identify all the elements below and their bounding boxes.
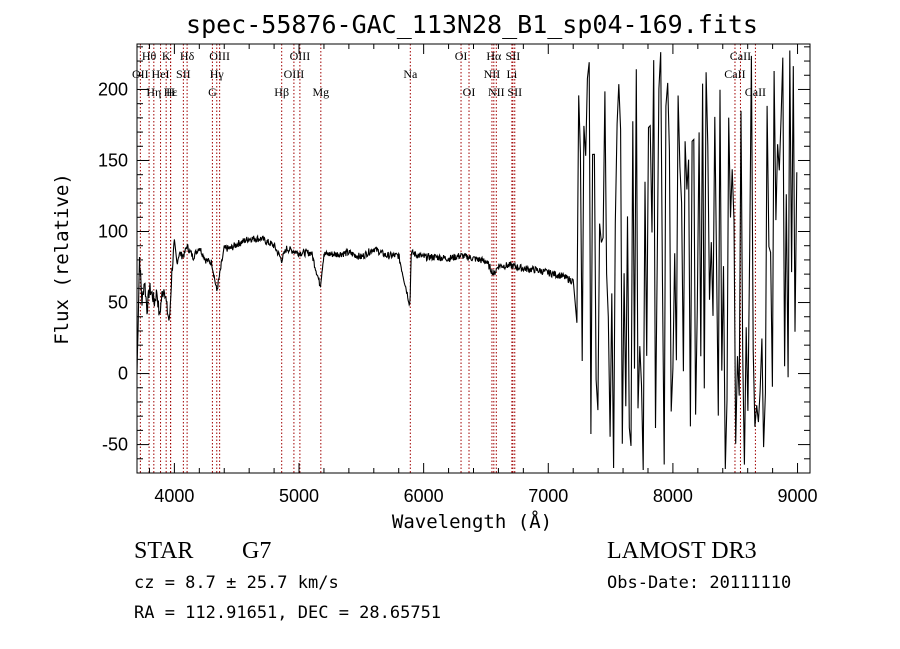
line-label-4: OIII: [290, 49, 311, 63]
line-label-20: H: [166, 85, 175, 99]
line-label-12: Hγ: [210, 67, 225, 81]
line-label-19: Hη: [146, 85, 161, 99]
x-tick-label: 8000: [653, 486, 693, 506]
line-label-22: Hβ: [274, 85, 289, 99]
line-label-17: CaII: [724, 67, 745, 81]
line-label-5: OI: [455, 49, 468, 63]
x-tick-label: 6000: [404, 486, 444, 506]
line-label-18: Hε: [164, 85, 178, 99]
y-tick-label: 200: [98, 79, 128, 99]
line-label-14: Na: [403, 67, 418, 81]
line-label-3: OIII: [209, 49, 230, 63]
x-tick-label: 4000: [154, 486, 194, 506]
line-label-6: Hα: [486, 49, 502, 63]
redshift-cz: cz = 8.7 ± 25.7 km/s: [134, 573, 339, 593]
line-label-21: G: [208, 85, 217, 99]
emission-line-labels: Hθ K Hδ OIII OIII OI Hα SII CaII OII HeI SII Hγ OIII N…: [132, 49, 766, 99]
line-label-13: OIII: [284, 67, 305, 81]
x-tick-label: 9000: [778, 486, 818, 506]
line-label-25: NII: [488, 85, 505, 99]
x-axis-label: Wavelength (Å): [392, 510, 552, 533]
y-tick-label: 0: [118, 364, 128, 384]
y-tick-label: 100: [98, 222, 128, 242]
line-label-7: SII: [506, 49, 521, 63]
line-label-27: CaII: [745, 85, 766, 99]
line-label-24: OI: [463, 85, 476, 99]
line-label-16: Li: [507, 67, 518, 81]
line-label-0: Hθ: [142, 49, 157, 63]
y-tick-label: -50: [102, 435, 128, 455]
chart-title: spec-55876-GAC_113N28_B1_sp04-169.fits: [186, 10, 758, 39]
x-tick-label: 7000: [528, 486, 568, 506]
spectrum-series: [136, 50, 798, 471]
observation-date: Obs-Date: 20111110: [607, 573, 792, 593]
x-tick-label: 5000: [279, 486, 319, 506]
y-axis-label: Flux (relative): [51, 173, 73, 345]
coordinates: RA = 112.91651, DEC = 28.65751: [134, 603, 442, 623]
spectrum-line: [136, 50, 798, 471]
y-tick-labels: -50 0 50 100 150 200: [98, 79, 128, 454]
line-label-23: Mg: [312, 85, 329, 99]
y-tick-label: 150: [98, 150, 128, 170]
line-label-15: NII: [484, 67, 501, 81]
x-tick-labels: 4000 5000 6000 7000 8000 9000: [154, 486, 817, 506]
object-type: STAR: [134, 538, 194, 564]
line-label-2: Hδ: [180, 49, 195, 63]
line-label-1: K: [162, 49, 171, 63]
line-label-26: SII: [507, 85, 522, 99]
line-label-8: CaII: [730, 49, 751, 63]
object-subclass: G7: [242, 538, 272, 564]
line-label-9: OII: [132, 67, 149, 81]
line-label-10: HeI: [152, 67, 170, 81]
plot-axes: [136, 43, 811, 474]
line-label-11: SII: [176, 67, 191, 81]
y-tick-label: 50: [108, 293, 128, 313]
survey-name: LAMOST DR3: [607, 538, 757, 564]
